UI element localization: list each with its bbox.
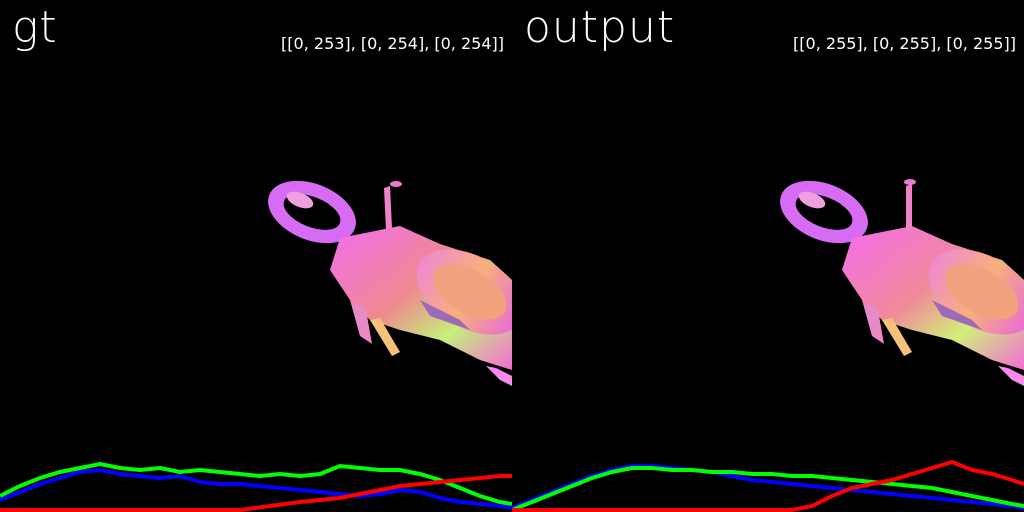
gt-histogram-blue: [0, 467, 512, 510]
output-panel: output [[0, 255], [0, 255], [0, 255]]: [512, 0, 1024, 512]
output-histogram-green: [512, 466, 1024, 512]
gt-histogram-green: [0, 461, 512, 506]
output-range-label: [[0, 255], [0, 255], [0, 255]]: [793, 34, 1016, 53]
output-histogram: [512, 459, 1024, 512]
gt-title: gt: [12, 2, 58, 53]
output-normal-map-render: [780, 179, 1024, 386]
gt-normal-map-render: [268, 180, 512, 386]
output-histogram-red: [512, 459, 1024, 512]
gt-histogram-red: [0, 474, 512, 512]
output-title: output: [524, 2, 676, 53]
gt-panel: gt [[0, 253], [0, 254], [0, 254]]: [0, 2, 512, 512]
gt-histogram: [0, 461, 512, 512]
gt-range-label: [[0, 253], [0, 254], [0, 254]]: [281, 34, 504, 53]
